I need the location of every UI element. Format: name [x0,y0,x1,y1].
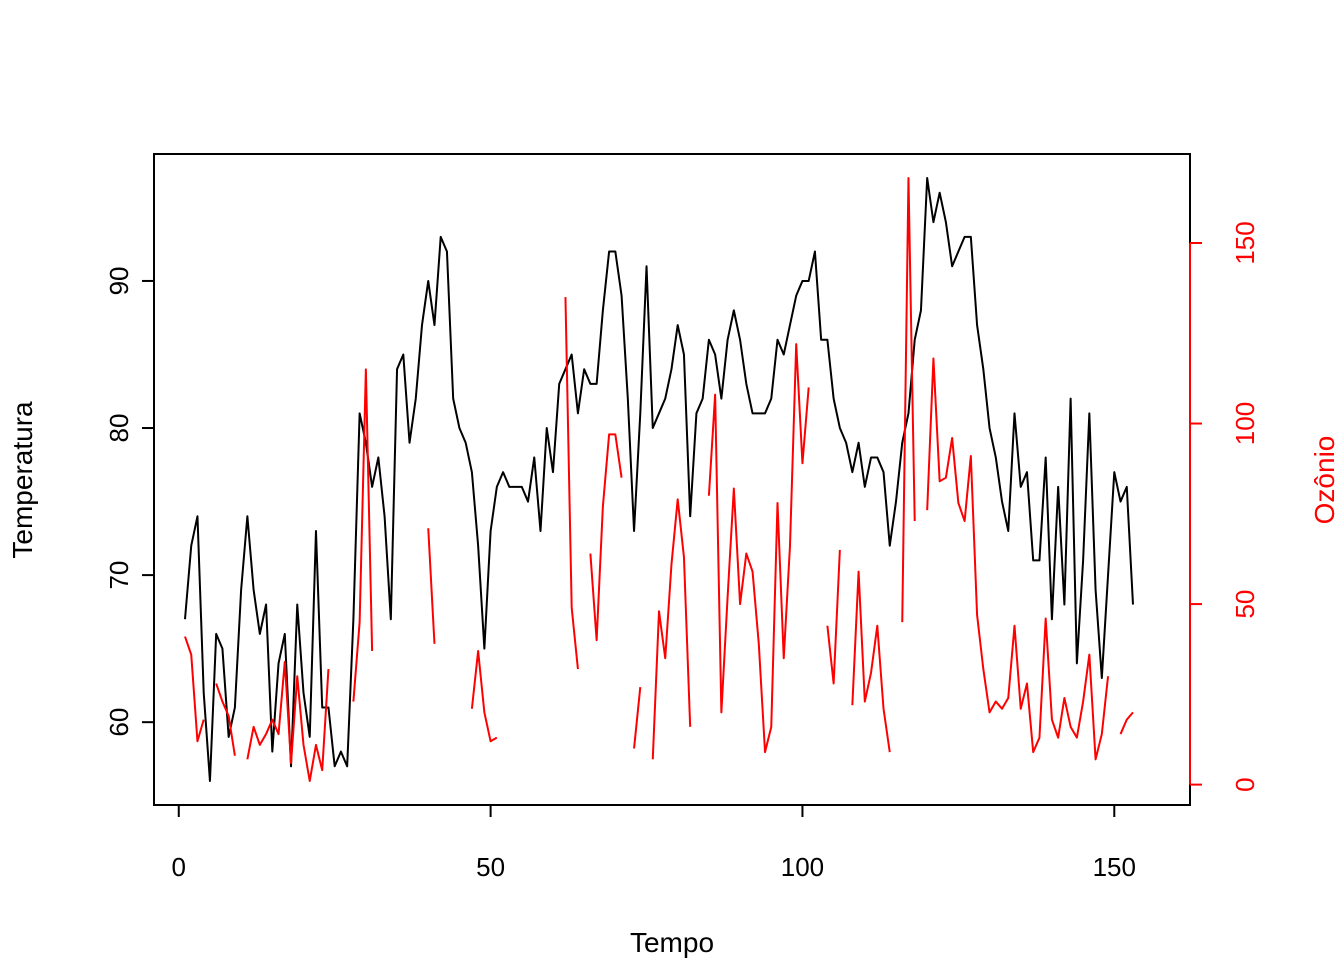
temperature-series-line [184,177,1134,782]
x-axis-label: Tempo [630,927,714,958]
left-axis: 60 70 80 90 [104,266,155,737]
bottom-axis: 0 50 100 150 [172,804,1136,882]
x-tick-label: 100 [781,852,824,882]
y2-tick-label: 50 [1230,590,1260,619]
x-tick-label: 0 [172,852,186,882]
y2-tick-label: 150 [1230,221,1260,264]
y2-axis-label: Ozônio [1309,436,1340,525]
y-tick-label: 60 [104,708,134,737]
ozone-series-line [184,177,1134,782]
x-tick-label: 50 [476,852,505,882]
x-tick-label: 150 [1093,852,1136,882]
series-layer [184,177,1134,782]
y-axis-label: Temperatura [7,401,38,559]
plot-frame [153,153,1191,806]
y2-tick-label: 0 [1230,777,1260,791]
y-tick-label: 90 [104,266,134,295]
right-axis: 0 50 100 150 [1189,221,1260,792]
y-tick-label: 70 [104,561,134,590]
y2-tick-label: 100 [1230,402,1260,445]
y-tick-label: 80 [104,414,134,443]
